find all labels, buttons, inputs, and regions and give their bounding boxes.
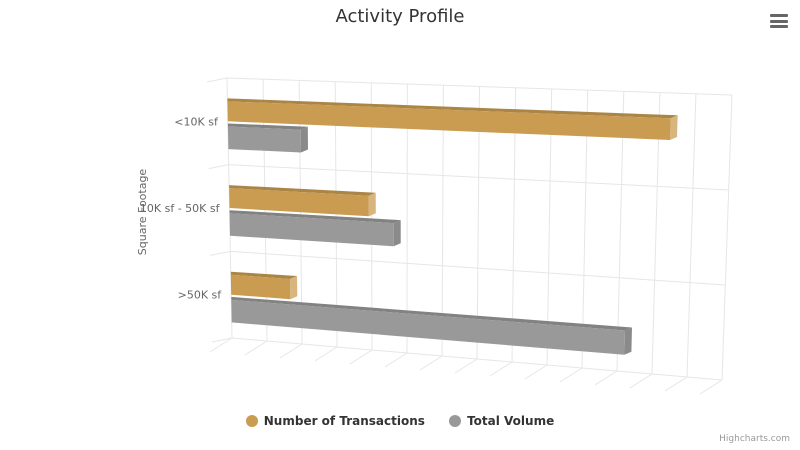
grid-line-floor (559, 367, 583, 383)
bar-top-face (229, 185, 376, 196)
grid-line-vertical (370, 82, 373, 351)
bar-side-face (368, 192, 376, 217)
hamburger-menu-icon[interactable] (770, 14, 788, 28)
grid-line-floor (419, 355, 443, 371)
category-label: 10K sf - 50K sf (140, 202, 221, 215)
grid-line-side (206, 77, 228, 83)
grid-line-horizontal (226, 77, 733, 96)
bar-side-face (300, 126, 308, 153)
category-label: >50K sf (178, 289, 223, 302)
legend: Number of Transactions Total Volume (0, 414, 800, 430)
bar (229, 213, 394, 247)
y-axis-title: Square Footage (136, 169, 149, 256)
bar-side-face (393, 220, 401, 247)
grid-line-side (208, 164, 229, 170)
credit-link[interactable]: Highcharts.com (719, 434, 790, 444)
bar (227, 126, 301, 153)
grid-line-floor (209, 337, 233, 353)
category-label: <10K sf (174, 115, 219, 128)
bar-top-face (231, 296, 633, 331)
grid-line-floor (594, 370, 618, 386)
legend-label: Number of Transactions (263, 414, 425, 428)
bar (227, 101, 671, 140)
bar-top-face (229, 210, 401, 224)
grid-line-floor (629, 373, 653, 389)
grid-line-floor (454, 358, 478, 374)
legend-dot (245, 415, 258, 427)
bar (231, 299, 626, 355)
bar-top-face (227, 123, 308, 130)
grid-line-floor (349, 349, 373, 365)
grid-line-vertical (686, 93, 697, 378)
legend-item-transactions[interactable]: Number of Transactions (245, 414, 425, 428)
bar-side-face (290, 276, 298, 300)
chart-title: Activity Profile (335, 6, 465, 27)
legend-item-volume[interactable]: Total Volume (449, 414, 554, 428)
grid-line-floor (279, 343, 303, 359)
bar-side-face (670, 115, 678, 140)
grid-line-floor (489, 361, 513, 377)
bar-side-face (624, 327, 632, 355)
grid-line-vertical (721, 94, 733, 381)
grid-line-floor (699, 379, 723, 395)
grid-line-floor (664, 376, 688, 392)
grid-line-horizontal (231, 337, 723, 381)
grid-line-side (210, 250, 231, 256)
bar-top-face (230, 271, 297, 279)
bar-top-face (227, 98, 678, 119)
legend-dot (449, 415, 462, 427)
grid-line-floor (244, 340, 268, 356)
bar (229, 188, 369, 217)
grid-line-floor (524, 364, 548, 380)
grid-line-horizontal (230, 250, 726, 286)
grid-line-floor (384, 352, 408, 368)
bar (230, 274, 291, 300)
grid-line-horizontal (228, 164, 729, 191)
grid-line-side (211, 337, 233, 343)
legend-label: Total Volume (467, 414, 555, 428)
grid-line-floor (314, 346, 338, 362)
